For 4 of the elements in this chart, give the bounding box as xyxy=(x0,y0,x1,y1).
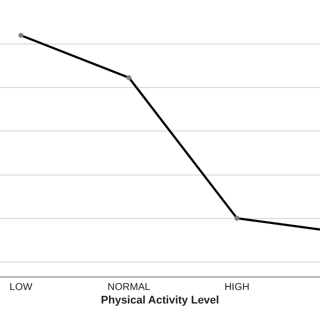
x-axis-title: Physical Activity Level xyxy=(100,294,220,306)
x-tick-label: LOW xyxy=(10,282,33,293)
x-tick-label: HIGH xyxy=(224,282,250,293)
x-tick-label: NORMAL xyxy=(108,282,151,293)
